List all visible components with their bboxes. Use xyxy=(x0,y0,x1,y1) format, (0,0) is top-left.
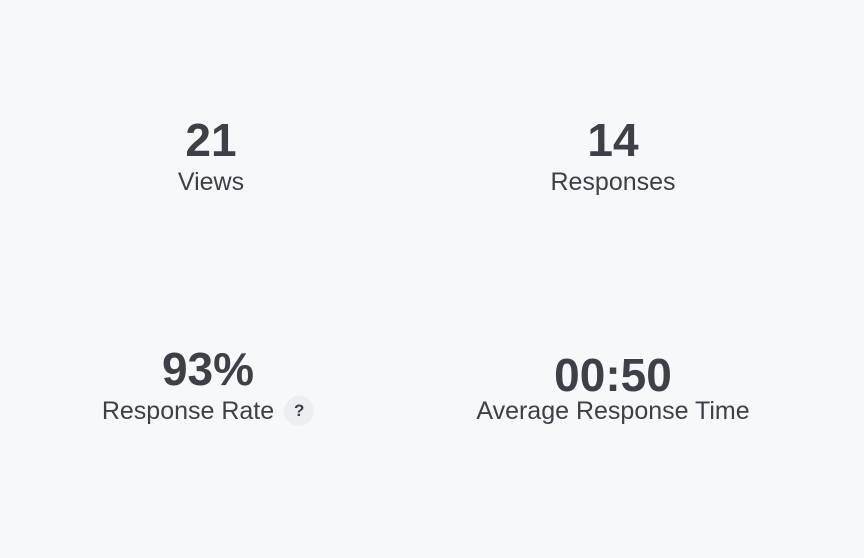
stat-label-text: Response Rate xyxy=(101,397,275,425)
stat-label-text: Average Response Time xyxy=(476,397,750,425)
stat-responses: 14 Responses xyxy=(413,114,813,198)
stat-average-response-time: 00:50 Average Response Time xyxy=(413,349,813,433)
help-icon[interactable]: ? xyxy=(284,396,315,426)
stat-value: 00:50 xyxy=(554,349,672,401)
stat-label: Views xyxy=(178,166,244,198)
stat-label-text: Views xyxy=(177,168,245,196)
stat-value: 21 xyxy=(185,114,237,166)
stat-label: Response Rate? xyxy=(101,395,315,427)
stat-label: Responses xyxy=(550,166,675,198)
stat-value: 93% xyxy=(161,343,255,395)
stat-label-text: Responses xyxy=(550,168,676,196)
stat-label: Average Response Time xyxy=(476,395,749,427)
stat-views: 21 Views xyxy=(11,114,411,198)
stat-value: 14 xyxy=(587,114,639,166)
stat-response-rate: 93% Response Rate? xyxy=(8,343,408,427)
